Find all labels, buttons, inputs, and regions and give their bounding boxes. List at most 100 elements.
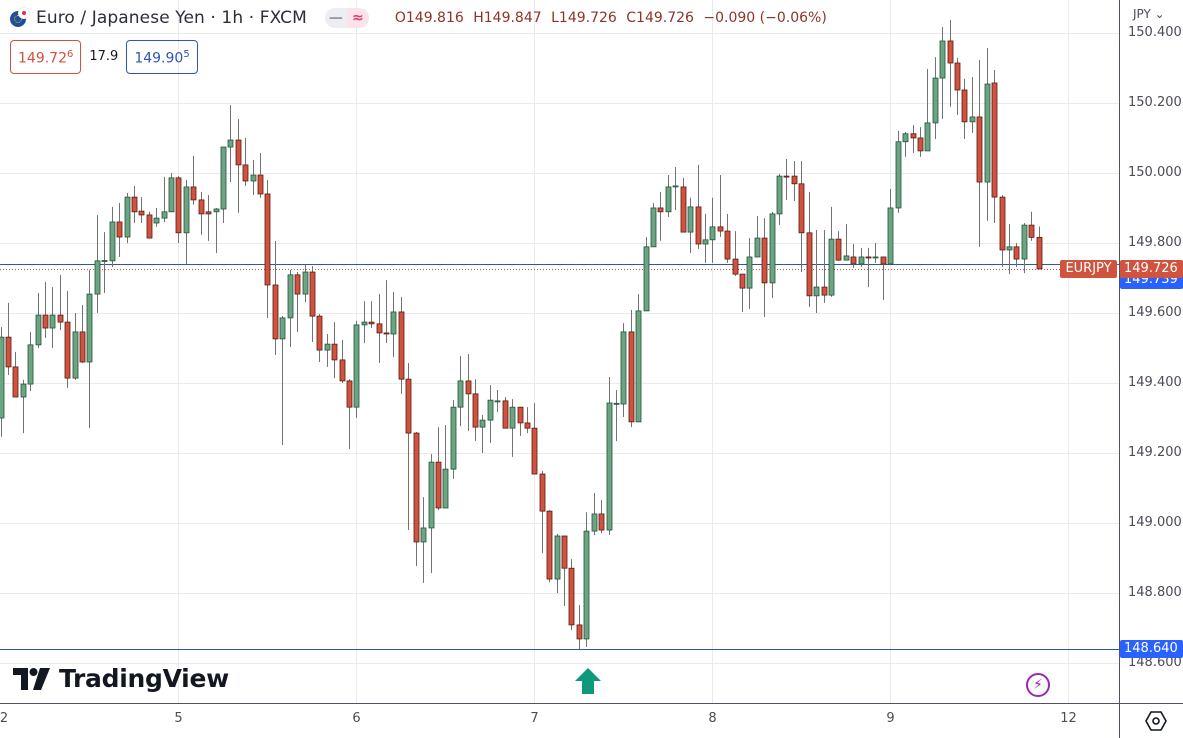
candle-down xyxy=(57,274,64,331)
candle-body xyxy=(643,246,650,312)
candle-body xyxy=(442,468,449,509)
candle-body xyxy=(279,317,286,340)
candle-body xyxy=(124,196,131,238)
candle-up xyxy=(227,105,234,183)
candle-down xyxy=(5,302,12,375)
eur-jpy-flag-icon xyxy=(10,8,30,28)
candle-up xyxy=(872,242,879,263)
candle-body xyxy=(999,196,1006,251)
price-tick-label: 148.800 xyxy=(1128,584,1182,600)
settings-icon[interactable] xyxy=(1145,711,1167,731)
candle-down xyxy=(783,158,790,200)
candle-body xyxy=(49,314,56,329)
candle-body xyxy=(1021,224,1028,260)
candle-down xyxy=(339,339,346,384)
lightning-icon[interactable]: ⚡ xyxy=(1026,673,1050,697)
candle-body xyxy=(887,207,894,265)
candle-body xyxy=(984,83,991,183)
candle-body xyxy=(695,206,702,245)
candle-body xyxy=(947,40,954,64)
candle-down xyxy=(568,559,575,631)
candle-body xyxy=(64,321,71,379)
candle-down xyxy=(539,470,546,554)
candle-up xyxy=(324,333,331,367)
candle-up xyxy=(702,213,709,263)
candle-down xyxy=(546,510,553,583)
ask-pip: 5 xyxy=(183,49,190,60)
spread-value: 17.9 xyxy=(89,49,119,65)
candle-body xyxy=(161,211,168,219)
time-tick-label: 7 xyxy=(530,711,539,726)
candle-down xyxy=(405,363,412,531)
candle-body xyxy=(35,314,42,346)
candle-up xyxy=(20,379,27,434)
tradingview-logo-icon xyxy=(13,667,50,690)
candle-body xyxy=(257,174,264,195)
candle-body xyxy=(309,271,316,317)
candle-body xyxy=(376,323,383,334)
candle-body xyxy=(717,226,724,232)
candle-body xyxy=(57,314,64,323)
candle-body xyxy=(420,527,427,543)
candle-up xyxy=(895,130,902,213)
sell-button[interactable]: 149.726 xyxy=(10,40,82,74)
candle-body xyxy=(220,146,227,210)
candle-body xyxy=(791,175,798,185)
candle-body xyxy=(101,260,108,262)
candle-down xyxy=(880,256,887,301)
candle-body xyxy=(598,513,605,531)
price-tick-label: 150.000 xyxy=(1128,164,1182,180)
candle-down xyxy=(435,427,442,511)
candle-down xyxy=(531,402,538,475)
candle-body xyxy=(109,221,116,262)
candle-up xyxy=(124,192,131,243)
candle-body xyxy=(746,256,753,289)
candle-body xyxy=(316,315,323,351)
candle-down xyxy=(264,179,271,318)
symbol-title[interactable]: Euro / Japanese Yen · 1h · FXCM xyxy=(36,8,307,28)
candle-up xyxy=(27,331,34,392)
candle-body xyxy=(205,211,212,215)
candle-body xyxy=(242,164,249,182)
buy-button[interactable]: 149.905 xyxy=(126,40,198,74)
candle-body xyxy=(591,513,598,532)
candle-up xyxy=(287,269,294,347)
quote-row: 149.726 17.9 149.905 xyxy=(10,40,198,74)
chart-mode-toggle[interactable]: — ≈ xyxy=(324,8,369,28)
candle-body xyxy=(568,567,575,626)
candle-up xyxy=(72,312,79,380)
candle-down xyxy=(850,244,857,268)
candle-body xyxy=(880,256,887,265)
candle-up xyxy=(924,68,931,152)
minus-icon[interactable]: — xyxy=(324,8,347,28)
currency-selector[interactable]: JPY ⌄ xyxy=(1133,7,1165,21)
candle-down xyxy=(798,161,805,273)
candle-up xyxy=(279,316,286,445)
horizontal-lines[interactable] xyxy=(0,264,1119,650)
approx-icon[interactable]: ≈ xyxy=(346,8,369,28)
candle-body xyxy=(910,133,917,139)
candle-body xyxy=(613,402,620,405)
candle-down xyxy=(761,218,768,317)
candle-body xyxy=(175,177,182,234)
candle-down xyxy=(198,191,205,235)
candle-up xyxy=(583,512,590,647)
candle-down xyxy=(502,397,509,429)
candle-body xyxy=(302,271,309,295)
candle-down xyxy=(806,191,813,308)
candle-body xyxy=(687,206,694,233)
candle-body xyxy=(472,393,479,428)
candle-body xyxy=(858,256,865,265)
price-tick-label: 149.000 xyxy=(1128,514,1182,530)
candle-body xyxy=(405,378,412,434)
time-tick-label: 9 xyxy=(886,711,895,726)
candle-body xyxy=(732,258,739,275)
candle-body xyxy=(517,406,524,424)
candle-body xyxy=(843,255,850,261)
open-value: O149.816 xyxy=(394,10,464,26)
candle-body xyxy=(146,214,153,239)
candle-down xyxy=(1036,226,1043,270)
candle-up xyxy=(183,179,190,264)
tradingview-logo[interactable]: TradingView xyxy=(13,664,229,693)
